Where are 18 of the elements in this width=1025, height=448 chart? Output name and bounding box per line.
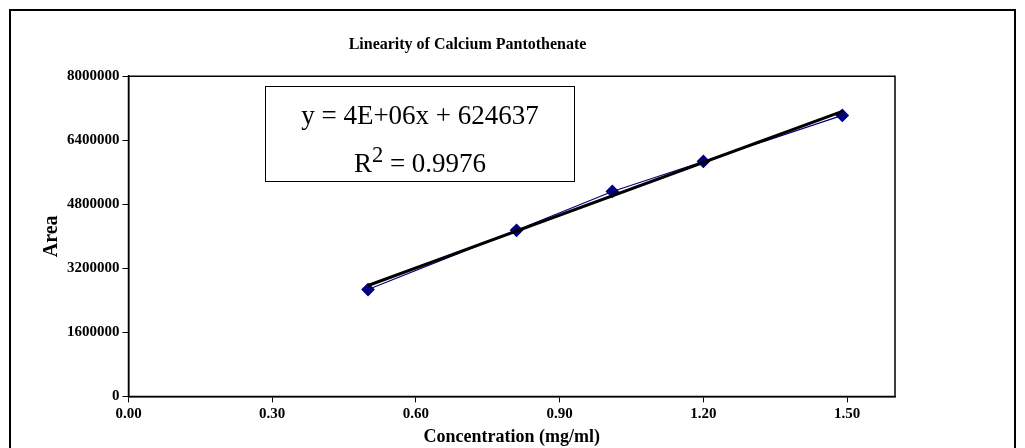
x-tick-label: 0.30	[259, 405, 286, 422]
point	[361, 282, 375, 297]
y-tick-label: 4800000	[67, 195, 120, 212]
y-axis-title: Area	[39, 215, 62, 258]
y-tick-label: 8000000	[67, 67, 120, 84]
x-tick-label: 0.90	[546, 405, 573, 422]
chart-title: Linearity of Calcium Pantothenate	[348, 34, 587, 53]
x-axis-title: Concentration (mg/ml)	[423, 425, 600, 447]
x-tick-label: 1.50	[833, 405, 861, 422]
annotation: R$^{2}$ = 0.9976	[352, 141, 488, 180]
annotation: y = 4E+06x + 624637	[300, 99, 540, 132]
y-tick-label: 3200000	[67, 259, 120, 276]
y-tick-label: 6400000	[67, 131, 120, 148]
x-tick-label: 1.20	[690, 405, 717, 422]
y-tick-label: 1600000	[67, 323, 120, 340]
y-tick-label: 0	[112, 387, 120, 404]
x-tick-label: 0.00	[115, 405, 142, 422]
x-tick-label: 0.60	[402, 405, 430, 422]
